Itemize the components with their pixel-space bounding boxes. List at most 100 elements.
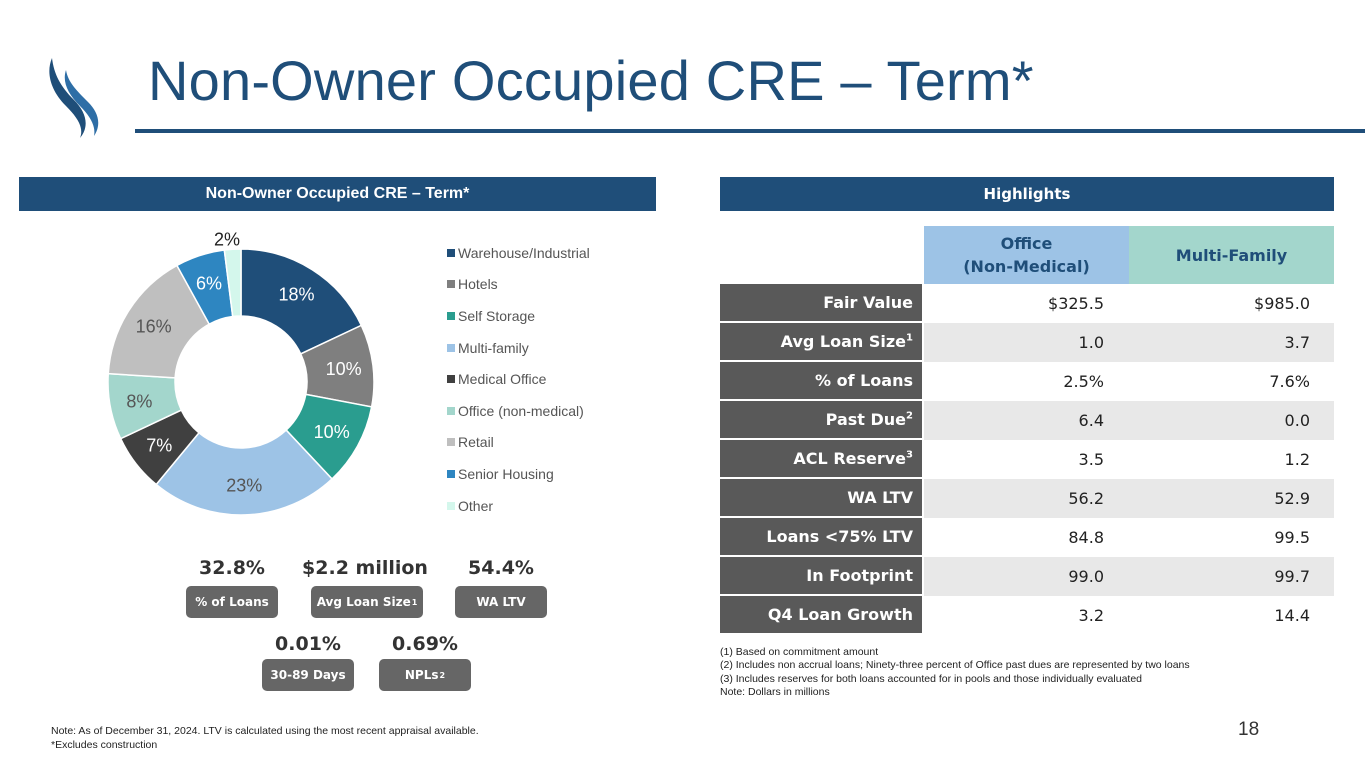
row-label-footnote: 2	[906, 410, 913, 422]
table-row: ACL Reserve3 3.5 1.2	[720, 440, 1334, 479]
multifamily-value: $985.0	[1129, 284, 1334, 323]
table-header-office-line2: (Non-Medical)	[963, 257, 1090, 276]
table-header-blank	[720, 226, 924, 284]
donut-chart: 18% 10% 10% 23% 7% 8% 16% 6% 2%	[107, 229, 375, 516]
stat-value-30-89-days: 0.01%	[275, 633, 341, 655]
office-value: 3.5	[924, 440, 1129, 479]
table-header-office: Office (Non-Medical)	[924, 226, 1129, 284]
row-label: Loans <75% LTV	[766, 527, 913, 546]
donut-slice	[223, 248, 242, 318]
highlights-table-body: Fair Value $325.5 $985.0 Avg Loan Size1 1.0 3…	[720, 284, 1334, 635]
stat-label-avg-loan-size: Avg Loan Size	[316, 595, 411, 609]
legend-swatch	[447, 248, 455, 257]
legend-label: Retail	[458, 434, 494, 451]
office-value: 56.2	[924, 479, 1129, 518]
donut-data-label: 18%	[278, 285, 314, 305]
row-label: Q4 Loan Growth	[767, 605, 913, 624]
table-row: % of Loans 2.5% 7.6%	[720, 362, 1334, 401]
legend-label: Multi-family	[458, 339, 529, 356]
row-label: Fair Value	[823, 293, 913, 312]
row-label: WA LTV	[847, 488, 913, 507]
footnote-1: (1) Based on commitment amount	[720, 646, 879, 658]
stat-pill-npls: NPLs 2	[379, 659, 471, 691]
donut-data-label: 16%	[136, 317, 172, 337]
donut-slice	[155, 429, 334, 516]
multifamily-value: 7.6%	[1129, 362, 1334, 401]
stat-value-avg-loan-size: $2.2 million	[302, 557, 428, 579]
office-value: 1.0	[924, 323, 1129, 362]
row-label-cell: Fair Value	[720, 284, 924, 323]
donut-data-label: 7%	[146, 435, 172, 455]
legend-item: Senior Housing	[447, 458, 590, 490]
title-divider	[135, 129, 1365, 133]
legend-swatch	[447, 469, 455, 478]
legend-item: Warehouse/Industrial	[447, 237, 590, 269]
row-label-footnote: 1	[906, 332, 913, 344]
row-label-cell: Q4 Loan Growth	[720, 596, 924, 635]
footnote-2: (2) Includes non accrual loans; Ninety-t…	[720, 659, 1190, 672]
legend-label: Self Storage	[458, 307, 536, 324]
legend-label: Office (non-medical)	[458, 402, 584, 419]
legend-label: Medical Office	[458, 371, 547, 388]
row-label-cell: Avg Loan Size1	[720, 323, 924, 362]
highlights-panel-header: Highlights	[720, 177, 1334, 211]
multifamily-value: 3.7	[1129, 323, 1334, 362]
table-row: Q4 Loan Growth 3.2 14.4	[720, 596, 1334, 635]
legend-item: Office (non-medical)	[447, 395, 590, 427]
legend-item: Medical Office	[447, 363, 590, 395]
donut-data-label: 10%	[326, 359, 362, 379]
legend-label: Warehouse/Industrial	[458, 244, 590, 261]
donut-data-label: 6%	[196, 274, 222, 294]
stat-pill-pct-loans: % of Loans	[186, 586, 278, 618]
chart-legend: Warehouse/Industrial Hotels Self Storage Mu…	[447, 237, 590, 521]
row-label: % of Loans	[814, 371, 913, 390]
legend-item: Other	[447, 490, 590, 522]
stat-value-wa-ltv: 54.4%	[468, 557, 534, 579]
row-label-cell: WA LTV	[720, 479, 924, 518]
footnote-3: (3) Includes reserves for both loans acc…	[720, 672, 1143, 685]
stat-label-30-89-days: 30-89 Days	[270, 668, 346, 682]
table-row: In Footprint 99.0 99.7	[720, 557, 1334, 596]
donut-data-label: 10%	[314, 422, 350, 442]
legend-swatch	[447, 375, 455, 384]
stat-pill-30-89-days: 30-89 Days	[262, 659, 354, 691]
legend-label: Senior Housing	[458, 465, 554, 482]
legend-item: Multi-family	[447, 332, 590, 364]
legend-item: Self Storage	[447, 300, 590, 332]
table-header-row: Office (Non-Medical) Multi-Family	[720, 226, 1334, 284]
stat-pill-wa-ltv: WA LTV	[455, 586, 547, 618]
page-number: 18	[1238, 719, 1260, 740]
legend-swatch	[447, 406, 455, 415]
stat-value-npls: 0.69%	[392, 633, 458, 655]
legend-item: Retail	[447, 427, 590, 459]
legend-label: Other	[458, 497, 494, 514]
company-logo	[49, 58, 99, 138]
row-label-footnote: 3	[906, 449, 913, 461]
stat-value-pct-loans: 32.8%	[199, 557, 265, 579]
legend-label: Hotels	[458, 276, 498, 293]
multifamily-value: 52.9	[1129, 479, 1334, 518]
table-row: Avg Loan Size1 1.0 3.7	[720, 323, 1334, 362]
row-label: ACL Reserve	[793, 449, 907, 468]
office-value: $325.5	[924, 284, 1129, 323]
office-value: 6.4	[924, 401, 1129, 440]
stat-pill-avg-loan-size: Avg Loan Size 1	[311, 586, 423, 618]
multifamily-value: 99.5	[1129, 518, 1334, 557]
legend-swatch	[447, 501, 455, 510]
page-title: Non-Owner Occupied CRE – Term*	[148, 49, 1034, 112]
row-label: In Footprint	[806, 566, 913, 585]
chart-panel-header: Non-Owner Occupied CRE – Term*	[19, 177, 656, 211]
multifamily-value: 1.2	[1129, 440, 1334, 479]
multifamily-value: 0.0	[1129, 401, 1334, 440]
stat-sup-npls: 2	[439, 670, 446, 680]
footnote-4: Note: Dollars in millions	[720, 685, 830, 698]
footnotes: (1) Based on commitment amount (2) Inclu…	[720, 646, 1190, 699]
row-label-cell: Past Due2	[720, 401, 924, 440]
office-value: 3.2	[924, 596, 1129, 635]
row-label-cell: Loans <75% LTV	[720, 518, 924, 557]
office-value: 84.8	[924, 518, 1129, 557]
row-label: Past Due	[825, 410, 907, 429]
table-header-office-line1: Office	[1000, 233, 1053, 253]
legend-swatch	[447, 438, 455, 447]
office-value: 99.0	[924, 557, 1129, 596]
